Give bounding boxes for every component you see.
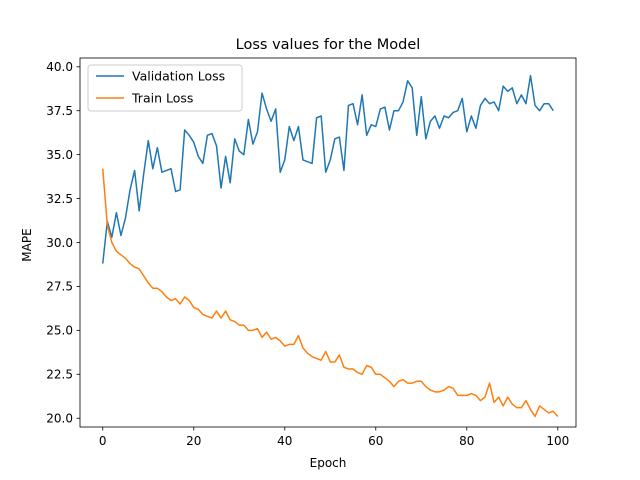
chart-title: Loss values for the Model xyxy=(236,37,421,53)
legend-label-validation-loss: Validation Loss xyxy=(132,69,225,84)
y-tick-label: 27.5 xyxy=(46,280,73,294)
x-axis-label: Epoch xyxy=(310,456,347,470)
y-axis-label: MAPE xyxy=(20,228,34,261)
y-tick-label: 25.0 xyxy=(46,324,73,338)
y-tick-label: 32.5 xyxy=(46,192,73,206)
x-tick-label: 20 xyxy=(186,434,201,448)
series-line-validation-loss xyxy=(102,74,554,264)
x-tick-label: 100 xyxy=(546,434,569,448)
legend-box xyxy=(87,64,243,112)
x-tick-label: 60 xyxy=(368,434,383,448)
x-tick-label: 40 xyxy=(277,434,292,448)
y-tick-label: 37.5 xyxy=(46,104,73,118)
y-tick-label: 20.0 xyxy=(46,412,73,426)
y-tick-label: 40.0 xyxy=(46,60,73,74)
y-tick-label: 35.0 xyxy=(46,148,73,162)
x-tick-label: 80 xyxy=(459,434,474,448)
y-tick-label: 22.5 xyxy=(46,368,73,382)
legend-label-train-loss: Train Loss xyxy=(131,91,193,106)
x-tick-label: 0 xyxy=(99,434,107,448)
series-line-train-loss xyxy=(102,168,559,418)
plot-area: 0 20 40 60 80 100 20.0 22.5 25.0 27.5 30.0 32.5 35.0… xyxy=(46,57,577,448)
y-tick-label: 30.0 xyxy=(46,236,73,250)
